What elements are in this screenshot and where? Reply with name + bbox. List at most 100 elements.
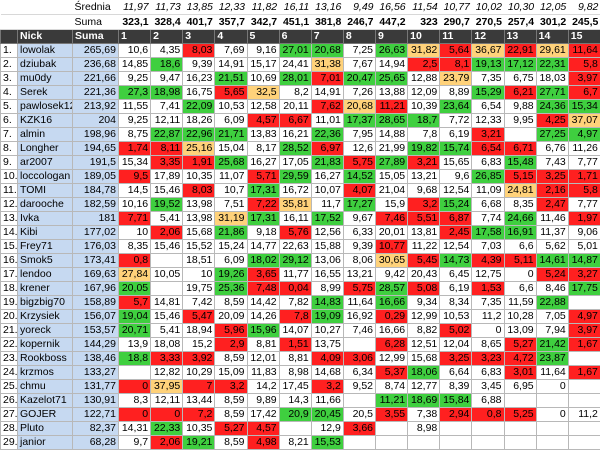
score-cell: 17,05	[278, 155, 312, 170]
score-cell: 7,26	[342, 85, 377, 100]
score-cell: 24,41	[278, 57, 312, 72]
score-cell: 18,02	[246, 253, 280, 268]
score-cell: 2,5	[407, 57, 441, 72]
score-cell: 15,68	[182, 225, 216, 240]
score-cell: 14,07	[278, 323, 312, 338]
score-cell: 5,11	[503, 253, 537, 268]
score-cell: 6,76	[535, 141, 569, 156]
summary-value: 357,7	[214, 14, 247, 30]
score-cell: 17,58	[471, 225, 505, 240]
score-cell: 8,59	[214, 435, 248, 450]
score-cell: 10,53	[439, 309, 473, 324]
score-cell: 3,2	[407, 197, 441, 212]
score-cell	[503, 127, 537, 142]
score-cell: 5,65	[214, 85, 248, 100]
rank: 22.	[0, 337, 18, 352]
score-cell: 10,05	[150, 267, 184, 282]
score-cell: 8,82	[407, 323, 441, 338]
score-cell: 8,35	[503, 197, 537, 212]
score-cell: 12,88	[407, 71, 441, 86]
score-cell: 12,6	[342, 141, 377, 156]
column-header: 13	[503, 29, 537, 44]
score-cell: 16,27	[246, 155, 280, 170]
score-cell: 17,37	[342, 113, 377, 128]
data-row: 7. almin 198,96 8,75 22,87 22,96 21,71 13,83 16,…	[0, 127, 600, 142]
score-cell: 18,08	[150, 337, 184, 352]
nick: Kibi	[17, 225, 73, 240]
score-cell	[567, 379, 600, 394]
summary-value: 11,54	[407, 0, 440, 15]
total: 191,5	[72, 155, 119, 170]
score-cell: 15,53	[310, 435, 344, 450]
score-cell: 0	[117, 407, 152, 422]
score-cell: 8,75	[117, 127, 152, 142]
score-cell: 20,09	[214, 309, 248, 324]
total: 236,68	[72, 57, 119, 72]
score-cell: 31,38	[310, 57, 344, 72]
column-header: 12	[471, 29, 505, 44]
score-cell: 7,77	[567, 155, 600, 170]
score-cell: 5,75	[342, 155, 377, 170]
score-cell	[567, 295, 600, 310]
score-cell: 5,01	[567, 239, 600, 254]
total: 184,78	[72, 183, 119, 198]
total: 189,05	[72, 169, 119, 184]
score-cell: 8,98	[278, 365, 312, 380]
score-cell: 7,46	[342, 323, 377, 338]
total: 156,07	[72, 309, 119, 324]
summary-value: 323,1	[118, 14, 151, 30]
score-cell: 16,27	[310, 169, 344, 184]
score-cell: 37,07	[567, 113, 600, 128]
score-cell: 6,83	[471, 365, 505, 380]
data-row: 6. KZK16 204 9,25 12,11 18,26 6,09 4,57 6,67 11,0…	[0, 113, 600, 128]
data-row: 4. Serek 221,36 27,3 18,98 16,75 5,65 32,5 8,2 14…	[0, 85, 600, 100]
score-cell: 4,09	[310, 351, 344, 366]
score-cell: 8,21	[278, 435, 312, 450]
rank: 9.	[0, 155, 18, 170]
score-cell: 16,23	[182, 71, 216, 86]
summary-value: 9,82	[568, 0, 600, 15]
score-cell: 8,34	[439, 295, 473, 310]
score-cell: 15,88	[310, 239, 344, 254]
score-cell: 9,5	[117, 169, 152, 184]
score-cell: 26,63	[374, 43, 409, 58]
score-cell: 3,21	[471, 127, 505, 142]
score-cell: 11,21	[374, 393, 409, 408]
score-cell: 7,38	[407, 407, 441, 422]
rank: 12.	[0, 197, 18, 212]
score-cell: 1,67	[567, 337, 600, 352]
score-cell	[535, 435, 569, 450]
score-cell: 6,75	[503, 71, 537, 86]
rank: 17.	[0, 267, 18, 282]
score-cell: 7,35	[471, 71, 505, 86]
score-cell: 0,8	[471, 407, 505, 422]
nick: Longher	[17, 141, 73, 156]
score-cell: 18,51	[182, 253, 216, 268]
header-row: Nick Suma 1 2 3 4 5 6 7 8 9 10 11 12 13 14 15	[0, 29, 600, 44]
score-cell: 12,04	[439, 337, 473, 352]
data-row: 2. dziubak 236,68 14,85 18,6 9,39 14,91 15,17 24…	[0, 57, 600, 72]
score-cell: 3,92	[182, 351, 216, 366]
column-header: Suma	[72, 29, 119, 44]
score-cell: 8,89	[439, 85, 473, 100]
score-cell: 15,24	[214, 239, 248, 254]
nick: Ivka	[17, 211, 73, 226]
score-cell: 9,47	[150, 71, 184, 86]
score-cell: 6,87	[439, 211, 473, 226]
score-cell: 25,68	[214, 155, 248, 170]
total: 68,28	[72, 435, 119, 450]
rank: 20.	[0, 309, 18, 324]
summary-value: 10,02	[471, 0, 504, 15]
score-cell: 15,48	[503, 155, 537, 170]
score-cell: 11,66	[310, 393, 344, 408]
summary-value: 245,5	[568, 14, 600, 30]
score-cell: 14,83	[310, 295, 344, 310]
nick: kopernik	[17, 337, 73, 352]
score-cell: 12,54	[439, 239, 473, 254]
score-cell: 5,76	[278, 225, 312, 240]
score-cell: 16,92	[342, 309, 377, 324]
score-cell	[535, 393, 569, 408]
score-cell: 2,06	[150, 435, 184, 450]
score-cell: 5,25	[503, 407, 537, 422]
score-cell: 0,29	[374, 309, 409, 324]
